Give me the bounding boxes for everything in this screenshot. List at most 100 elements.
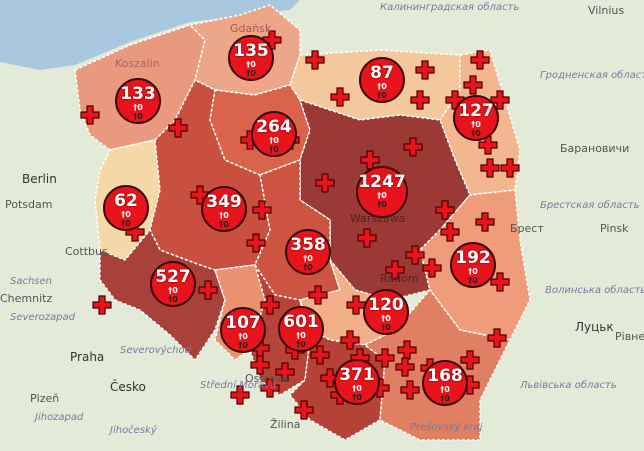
place-label: Severovýchod [120,345,191,356]
hospital-cross-icon[interactable] [294,400,314,420]
hospital-cross-icon[interactable] [480,158,500,178]
hospital-cross-icon[interactable] [395,357,415,377]
place-label: Львівська область [520,380,617,391]
recovered-count: †0 [303,263,313,272]
case-bubble-malopolskie[interactable]: 371 †0 †0 [334,359,380,405]
hospital-cross-icon[interactable] [500,158,520,178]
place-label: Sachsen [10,276,53,287]
hospital-cross-icon[interactable] [262,30,282,50]
recovered-count: †0 [352,393,362,402]
place-label: Praha [70,350,105,364]
hospital-cross-icon[interactable] [340,330,360,350]
place-label: Vilnius [588,4,625,17]
case-count: 192 [455,248,491,268]
case-count: 371 [339,365,375,385]
place-label: Prešovský kraj [410,422,483,433]
death-count: †0 [238,332,248,341]
case-count: 135 [233,41,269,61]
hospital-cross-icon[interactable] [92,295,112,315]
case-bubble-zachodniopomorskie[interactable]: 133 †0 †0 [115,78,161,124]
hospital-cross-icon[interactable] [415,60,435,80]
case-count: 1247 [358,172,406,192]
hospital-cross-icon[interactable] [246,233,266,253]
case-bubble-mazowieckie[interactable]: 1247 †0 †0 [356,166,408,218]
hospital-cross-icon[interactable] [305,50,325,70]
place-label: Pinsk [600,222,629,235]
hospital-cross-icon[interactable] [198,280,218,300]
hospital-cross-icon[interactable] [168,118,188,138]
hospital-cross-icon[interactable] [422,258,442,278]
case-bubble-slaskie[interactable]: 601 †0 †0 [278,306,324,352]
place-label: Střední Morava [200,380,277,391]
hospital-cross-icon[interactable] [475,212,495,232]
hospital-cross-icon[interactable] [490,90,510,110]
case-bubble-pomorskie[interactable]: 135 †0 †0 [228,35,274,81]
hospital-cross-icon[interactable] [385,260,405,280]
hospital-cross-icon[interactable] [400,380,420,400]
recovered-count: †0 [440,394,450,403]
place-label: Барановичи [560,142,630,155]
hospital-cross-icon[interactable] [397,340,417,360]
hospital-cross-icon[interactable] [252,200,272,220]
hospital-cross-icon[interactable] [320,368,340,388]
hospital-cross-icon[interactable] [375,348,395,368]
death-count: †0 [296,331,306,340]
recovered-count: †0 [269,145,279,154]
place-label: Волинська область [545,285,644,296]
hospital-cross-icon[interactable] [405,245,425,265]
case-bubble-warminsko-mazurskie[interactable]: 87 †0 †0 [359,57,405,103]
place-label: Žilina [270,418,301,431]
case-bubble-lubuskie[interactable]: 62 †0 †0 [103,185,149,231]
hospital-cross-icon[interactable] [470,50,490,70]
hospital-cross-icon[interactable] [315,173,335,193]
recovered-count: †0 [246,69,256,78]
case-bubble-swietokrzyskie[interactable]: 120 †0 †0 [363,289,409,335]
hospital-cross-icon[interactable] [308,285,328,305]
place-label: Koszalin [115,57,160,70]
case-bubble-kujawsko-pomorskie[interactable]: 264 †0 †0 [251,111,297,157]
hospital-cross-icon[interactable] [260,295,280,315]
death-count: †0 [168,286,178,295]
death-count: †0 [440,385,450,394]
hospital-cross-icon[interactable] [478,135,498,155]
hospital-cross-icon[interactable] [487,328,507,348]
hospital-cross-icon[interactable] [250,355,270,375]
hospital-cross-icon[interactable] [346,295,366,315]
case-bubble-podkarpackie[interactable]: 168 †0 †0 [422,360,468,406]
death-count: †0 [381,314,391,323]
place-label: Berlin [22,172,57,186]
hospital-cross-icon[interactable] [403,137,423,157]
place-label: Калининградская область [380,2,520,13]
case-count: 527 [155,267,191,287]
hospital-cross-icon[interactable] [230,385,250,405]
recovered-count: †0 [133,112,143,121]
case-bubble-lubelskie[interactable]: 192 †0 †0 [450,242,496,288]
case-bubble-lodzkie[interactable]: 358 †0 †0 [285,229,331,275]
place-label: Severozapad [10,312,75,323]
hospital-cross-icon[interactable] [463,75,483,95]
hospital-cross-icon[interactable] [410,90,430,110]
hospital-cross-icon[interactable] [460,350,480,370]
case-bubble-opolskie[interactable]: 107 †0 †0 [220,307,266,353]
death-count: †0 [219,211,229,220]
hospital-cross-icon[interactable] [80,105,100,125]
recovered-count: †0 [168,295,178,304]
hospital-cross-icon[interactable] [435,200,455,220]
death-count: †0 [471,120,481,129]
hospital-cross-icon[interactable] [440,222,460,242]
hospital-cross-icon[interactable] [260,378,280,398]
case-bubble-podlaskie[interactable]: 127 †0 †0 [453,95,499,141]
case-bubble-wielkopolskie[interactable]: 349 †0 †0 [201,186,247,232]
place-label: Česko [110,380,146,394]
recovered-count: †0 [468,276,478,285]
hospital-cross-icon[interactable] [330,87,350,107]
hospital-cross-icon[interactable] [310,345,330,365]
case-count: 87 [370,63,394,83]
death-count: †0 [468,267,478,276]
recovered-count: †0 [377,91,387,100]
case-bubble-dolnoslaskie[interactable]: 527 †0 †0 [150,261,196,307]
hospital-cross-icon[interactable] [357,228,377,248]
hospital-cross-icon[interactable] [275,362,295,382]
place-label: Гродненская область [540,70,644,81]
case-count: 127 [458,101,494,121]
